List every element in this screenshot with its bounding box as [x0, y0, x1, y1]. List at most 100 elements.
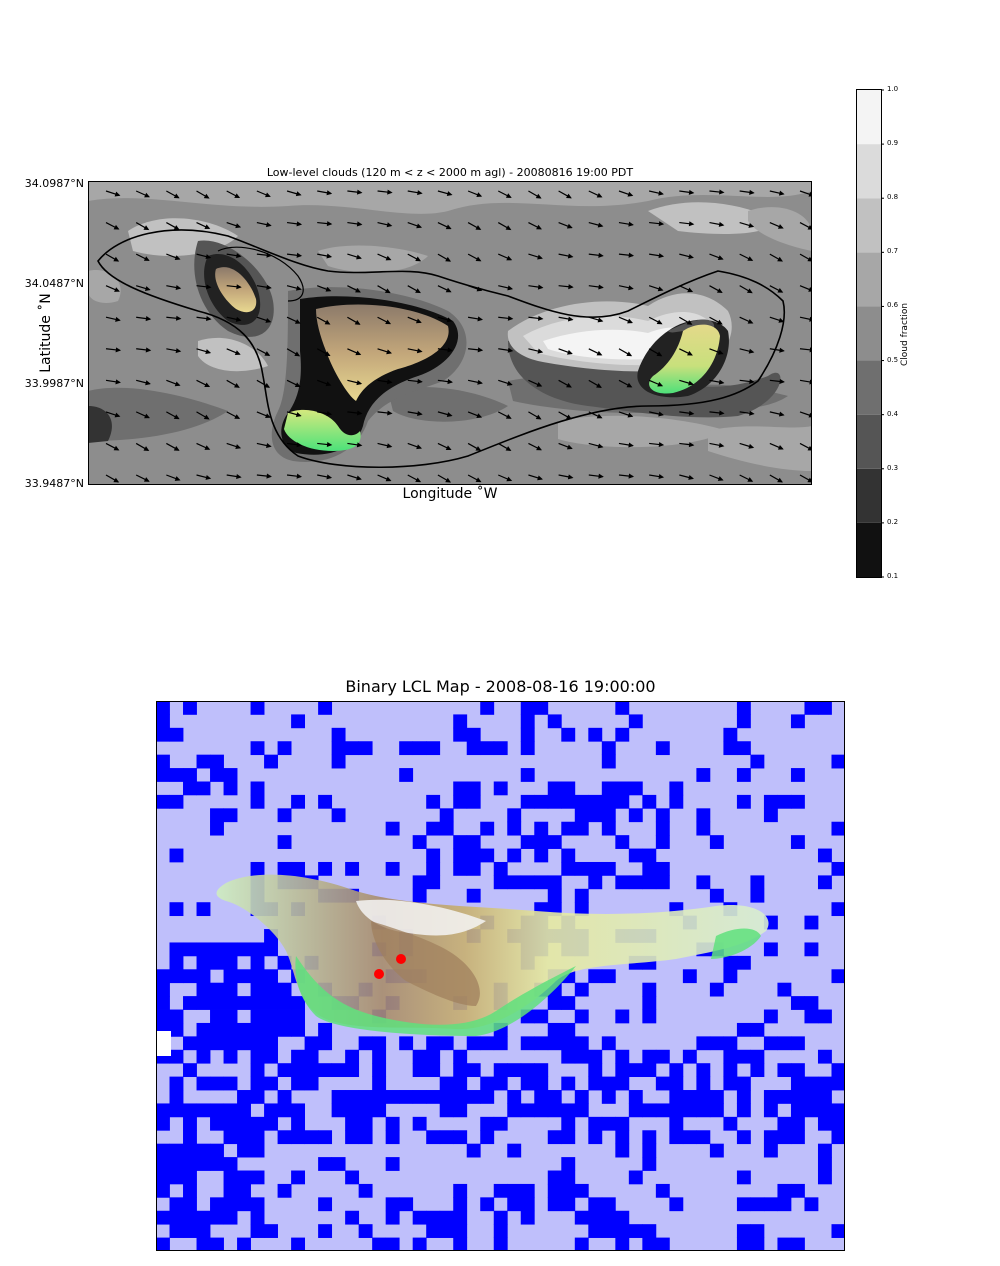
grid-cell — [358, 1130, 373, 1145]
wind-arrow-head — [475, 256, 482, 262]
grid-cell — [358, 1103, 373, 1118]
grid-cell — [250, 1022, 265, 1037]
grid-cell — [588, 808, 603, 823]
grid-cell — [642, 1143, 657, 1158]
grid-cell — [223, 1157, 238, 1171]
grid-cell — [790, 1116, 805, 1131]
grid-cell — [601, 794, 616, 809]
grid-cell — [426, 1224, 441, 1238]
grid-cell — [304, 1130, 319, 1145]
grid-cell — [520, 1036, 535, 1051]
grid-cell — [507, 1183, 522, 1198]
grid-cell — [237, 942, 251, 957]
grid-cell — [736, 741, 751, 756]
grid-cell — [709, 888, 724, 903]
wind-arrow-head — [716, 288, 723, 293]
grid-cell — [777, 1063, 792, 1078]
grid-cell — [237, 1170, 251, 1185]
wind-arrow-head — [507, 285, 514, 291]
wind-arrow-head — [145, 380, 151, 386]
grid-cell — [534, 794, 549, 809]
wind-arrow-head — [295, 285, 302, 291]
colorbar-tick-label: 0.7 — [887, 247, 899, 256]
grid-cell — [723, 1063, 738, 1078]
grid-cell — [345, 1130, 360, 1145]
grid-cell — [453, 1210, 468, 1225]
grid-cell — [223, 996, 238, 1010]
grid-cell — [601, 754, 616, 769]
grid-cell — [426, 1036, 441, 1051]
grid-cell — [426, 1090, 441, 1104]
grid-cell — [642, 982, 657, 997]
wind-arrow-head — [264, 351, 271, 356]
wind-arrow-head — [113, 256, 120, 262]
grid-cell — [615, 1076, 630, 1091]
wind-arrow-head — [236, 284, 242, 290]
grid-cell — [453, 1130, 468, 1145]
wind-arrow-head — [718, 379, 725, 385]
grid-cell — [831, 1130, 845, 1145]
wind-arrow-head — [686, 319, 693, 325]
grid-cell — [250, 1130, 265, 1145]
grid-cell — [628, 781, 643, 796]
chart2-white-patch — [156, 1031, 171, 1056]
wind-arrow-head — [535, 193, 542, 199]
grid-cell — [277, 1090, 292, 1104]
grid-cell — [628, 1170, 643, 1185]
grid-cell — [588, 875, 603, 890]
grid-cell — [804, 996, 819, 1010]
wind-arrow-head — [235, 316, 242, 322]
grid-cell — [196, 1143, 211, 1158]
grid-cell — [331, 741, 346, 756]
grid-cell — [223, 942, 238, 957]
grid-cell — [615, 875, 630, 890]
grid-cell — [358, 1183, 373, 1198]
grid-cell — [736, 701, 751, 715]
grid-cell — [426, 848, 441, 863]
grid-cell — [169, 969, 184, 984]
grid-cell — [561, 1049, 576, 1064]
wind-arrow-head — [566, 414, 572, 420]
grid-cell — [547, 1183, 562, 1198]
grid-cell — [250, 1197, 265, 1212]
grid-cell — [601, 1090, 616, 1104]
chart1-ylabel: Latitude ˚N — [37, 293, 54, 373]
wind-arrow-head — [475, 446, 482, 451]
grid-cell — [291, 794, 306, 809]
colorbar-tick-label: 0.3 — [887, 463, 899, 472]
wind-arrow-head — [749, 189, 755, 195]
grid-cell — [453, 861, 468, 876]
grid-cell — [655, 1237, 670, 1251]
wind-arrow-head — [505, 225, 512, 231]
grid-cell — [682, 1049, 697, 1064]
cloud-fraction-contours — [88, 181, 812, 485]
grid-cell — [358, 741, 373, 756]
grid-cell — [534, 835, 549, 849]
grid-cell — [547, 1197, 562, 1212]
grid-cell — [237, 969, 251, 984]
wind-arrow-head — [203, 414, 210, 420]
chart1-ytick-label: 33.9487°N — [24, 477, 84, 490]
wind-arrow-head — [718, 221, 725, 227]
grid-cell — [709, 982, 724, 997]
grid-cell — [210, 982, 224, 997]
grid-cell — [480, 1036, 495, 1051]
grid-cell — [183, 701, 197, 715]
grid-cell — [817, 701, 832, 715]
grid-cell — [709, 1143, 724, 1158]
grid-cell — [493, 1183, 508, 1198]
grid-cell — [250, 1049, 265, 1064]
grid-cell — [736, 1049, 751, 1064]
wind-arrow-head — [777, 224, 784, 229]
grid-cell — [250, 1076, 265, 1091]
wind-arrow-head — [236, 474, 242, 480]
wind-arrow-head — [568, 284, 574, 290]
wind-arrow-head — [688, 189, 695, 195]
wind-arrow-head — [537, 348, 544, 354]
grid-cell — [156, 714, 170, 729]
grid-cell — [291, 1170, 306, 1185]
chart1-title: Low-level clouds (120 m < z < 2000 m agl… — [266, 166, 634, 179]
grid-cell — [534, 1090, 549, 1104]
grid-cell — [156, 1157, 170, 1171]
grid-cell — [574, 982, 589, 997]
